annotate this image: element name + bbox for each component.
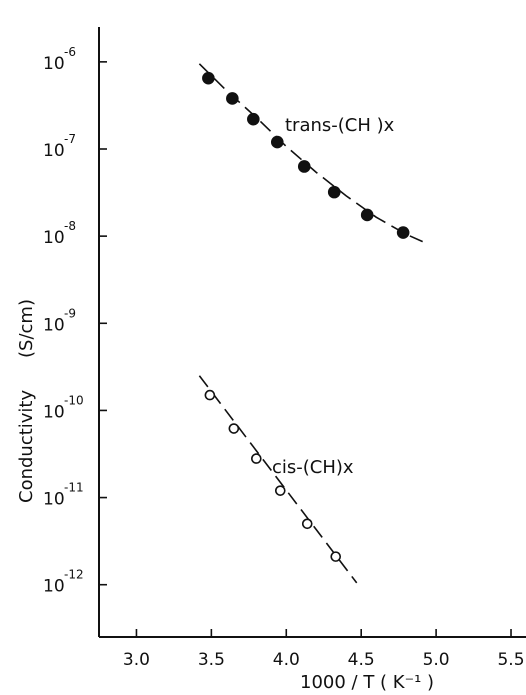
y-tick-label-exponent: -10 — [64, 393, 84, 407]
cis-data-point — [330, 551, 342, 562]
cis-data-point — [274, 485, 286, 496]
x-tick-label: 4.5 — [348, 650, 375, 670]
x-tick-label: 5.5 — [497, 650, 524, 670]
series-label-cis: cis-(CH)x — [272, 457, 354, 478]
x-axis-label: 1000 / T ( K⁻¹ ) — [300, 672, 434, 693]
x-tick-label: 4.0 — [273, 650, 300, 670]
trans-data-point — [297, 160, 311, 173]
y-tick-label-base: 10 — [43, 228, 65, 248]
trans-data-point — [226, 92, 239, 105]
trans-data-point — [270, 135, 284, 149]
y-tick-label-exponent: -8 — [64, 219, 76, 233]
y-tick-label-exponent: -11 — [64, 481, 84, 495]
fit-line-cis — [198, 375, 358, 584]
y-tick-label-base: 10 — [43, 577, 65, 597]
cis-data-point — [251, 453, 262, 464]
axis-ticks: 3.0 3.5 4.0 4.5 5.0 5.510-610-710-810-910-101… — [43, 45, 525, 670]
y-tick-label-base: 10 — [43, 490, 65, 510]
trans-data-point — [202, 71, 215, 85]
labels: trans-(CH )x cis-(CH)x 1000 / T ( K⁻¹ ) … — [16, 115, 434, 693]
trans-data-point — [327, 185, 341, 199]
y-tick-label-base: 10 — [43, 315, 65, 335]
y-axis-label-unit: (S/cm) — [16, 299, 37, 358]
y-tick-label-base: 10 — [43, 402, 65, 422]
data-points — [202, 71, 410, 562]
series-label-trans: trans-(CH )x — [285, 115, 395, 136]
cis-data-point — [301, 518, 313, 530]
fit-lines — [198, 63, 425, 584]
y-axis-label-main: Conductivity — [16, 390, 37, 503]
cis-data-point — [204, 389, 216, 401]
y-tick-label-exponent: -7 — [64, 132, 76, 146]
y-tick-label-exponent: -6 — [64, 45, 76, 59]
axes — [98, 27, 526, 638]
y-tick-label-exponent: -12 — [64, 568, 84, 582]
trans-data-point — [360, 208, 374, 222]
x-tick-label: 5.0 — [423, 650, 450, 670]
x-tick-label: 3.0 — [123, 650, 150, 670]
y-tick-label-exponent: -9 — [64, 306, 76, 320]
y-tick-label-base: 10 — [43, 141, 65, 161]
y-tick-label-base: 10 — [43, 54, 65, 74]
trans-data-point — [396, 226, 410, 239]
x-tick-label: 3.5 — [198, 650, 225, 670]
fit-line-trans — [198, 63, 425, 244]
trans-data-point — [247, 112, 260, 126]
cis-data-point — [228, 423, 240, 434]
